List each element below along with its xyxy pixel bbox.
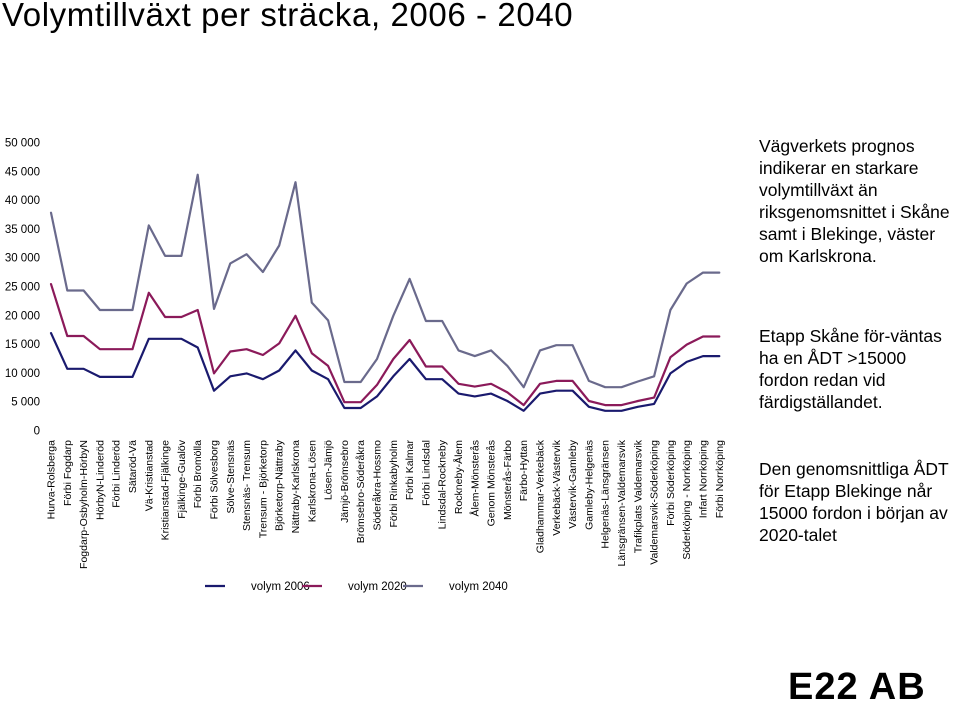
x-tick-label: Sätaröd-Vä bbox=[127, 440, 139, 493]
x-tick-label: Sölve-Stensnäs bbox=[225, 440, 237, 514]
x-tick-label: Genom Mönsterås bbox=[486, 440, 498, 526]
y-tick-label: 35 000 bbox=[5, 224, 40, 236]
x-tick-label: Ålem-Mönsterås bbox=[468, 440, 481, 516]
x-tick-label: Förbi Linderöd bbox=[111, 440, 123, 508]
x-tick-label: Nättraby-Karlskrona bbox=[290, 440, 302, 534]
x-tick-label: Fogdarp-Osbyholm-HörbyN bbox=[78, 440, 90, 569]
y-tick-label: 40 000 bbox=[5, 195, 40, 207]
x-tick-label: Lösen-Jämjö bbox=[323, 440, 335, 500]
x-tick-label: Stensnäs- Trensum bbox=[241, 440, 253, 531]
x-tick-label: Färbo-Hyttan bbox=[518, 440, 530, 501]
x-tick-label: Brömsebro-Söderåkra bbox=[355, 440, 367, 543]
x-tick-label: Förbi Lindsdal bbox=[420, 440, 432, 506]
note-etapp-blekinge: Den genomsnittliga ÅDT för Etapp Bleking… bbox=[759, 459, 949, 545]
x-tick-label: Förbi Söderköping bbox=[665, 440, 677, 526]
y-tick-label: 5 000 bbox=[11, 397, 40, 409]
legend-label: volym 2040 bbox=[449, 581, 508, 593]
x-tick-label: Gamleby-Helgenäs bbox=[583, 440, 595, 530]
y-tick-label: 25 000 bbox=[5, 282, 40, 294]
line-chart: 0 5 000 10 000 15 000 20 000 25 000 30 000 35 0… bbox=[5, 138, 726, 594]
x-tick-label: Valdemarsvik-Söderköping bbox=[649, 440, 661, 565]
brand-logo-text: E22 AB bbox=[788, 666, 926, 708]
x-tick-label: Verkebäck-Västervik bbox=[551, 439, 563, 535]
x-tick-label: Hurva-Rolsberga bbox=[46, 440, 58, 520]
x-tick-label: Förbi Fogdarp bbox=[62, 440, 74, 506]
series-line bbox=[49, 283, 721, 407]
x-tick-label: Förbi Kalmar bbox=[404, 440, 416, 501]
slide-title: Volymtillväxt per sträcka, 2006 - 2040 bbox=[2, 0, 574, 33]
series-lines bbox=[49, 173, 721, 412]
x-tick-label: Björketorp-Nättraby bbox=[274, 439, 286, 531]
x-tick-label: Kristianstad-Fjälkinge bbox=[160, 440, 172, 541]
legend-label: volym 2006 bbox=[251, 581, 310, 593]
note-prognosis: Vägverkets prognos indikerar en starkare… bbox=[759, 136, 950, 266]
x-axis: Hurva-Rolsberga Förbi Fogdarp Fogdarp-Osby… bbox=[46, 439, 726, 569]
x-tick-label: Förbi Norrköping bbox=[714, 440, 726, 518]
chart-legend: volym 2006 volym 2020 volym 2040 bbox=[205, 581, 508, 593]
legend-label: volym 2020 bbox=[348, 581, 407, 593]
x-tick-label: Rockneby-Ålem bbox=[452, 440, 465, 514]
x-tick-label: Förbi Sölvesborg bbox=[209, 440, 221, 520]
note-etapp-skane: Etapp Skåne för-väntas ha en ÅDT >15000 … bbox=[759, 326, 942, 412]
x-tick-label: Söderköping - Norrköping bbox=[681, 440, 693, 560]
x-tick-label: HörbyN-Linderöd bbox=[94, 440, 106, 520]
x-tick-label: Mönsterås-Färbo bbox=[502, 440, 514, 520]
y-tick-label: 0 bbox=[34, 426, 40, 438]
x-tick-label: Gladhammar-Verkebäck bbox=[535, 439, 547, 553]
y-tick-label: 50 000 bbox=[5, 138, 40, 150]
x-tick-label: Trafikplats Valdemarsvik bbox=[632, 439, 644, 553]
y-tick-label: 20 000 bbox=[5, 310, 40, 322]
series-line bbox=[49, 332, 721, 412]
x-tick-label: Infart Norrköping bbox=[698, 440, 710, 518]
x-tick-label: Fjälkinge-Gualöv bbox=[176, 439, 188, 519]
x-tick-label: Västervik-Gamleby bbox=[567, 439, 579, 528]
y-axis: 0 5 000 10 000 15 000 20 000 25 000 30 000 35 0… bbox=[5, 138, 40, 438]
x-tick-label: Söderåkra-Hossmo bbox=[372, 440, 384, 531]
x-tick-label: Förbi Bromölla bbox=[192, 440, 204, 508]
x-tick-label: Jämjö-Brömsebro bbox=[339, 440, 351, 523]
y-tick-label: 45 000 bbox=[5, 166, 40, 178]
y-tick-label: 30 000 bbox=[5, 253, 40, 265]
x-tick-label: Helgenäs-Länsgränsen bbox=[600, 440, 612, 549]
y-tick-label: 15 000 bbox=[5, 339, 40, 351]
y-tick-label: 10 000 bbox=[5, 368, 40, 380]
x-tick-label: Karlskrona-Lösen bbox=[306, 440, 318, 522]
x-tick-label: Länsgränsen-Valdemarsvik bbox=[616, 439, 628, 566]
x-tick-label: Förbi Rinkabyholm bbox=[388, 440, 400, 528]
x-tick-label: Vä-Kristianstad bbox=[143, 440, 155, 511]
x-tick-label: Trensum - Björketorp bbox=[257, 440, 269, 538]
x-tick-label: Lindsdal-Rockneby bbox=[437, 439, 449, 529]
series-line bbox=[49, 173, 721, 389]
